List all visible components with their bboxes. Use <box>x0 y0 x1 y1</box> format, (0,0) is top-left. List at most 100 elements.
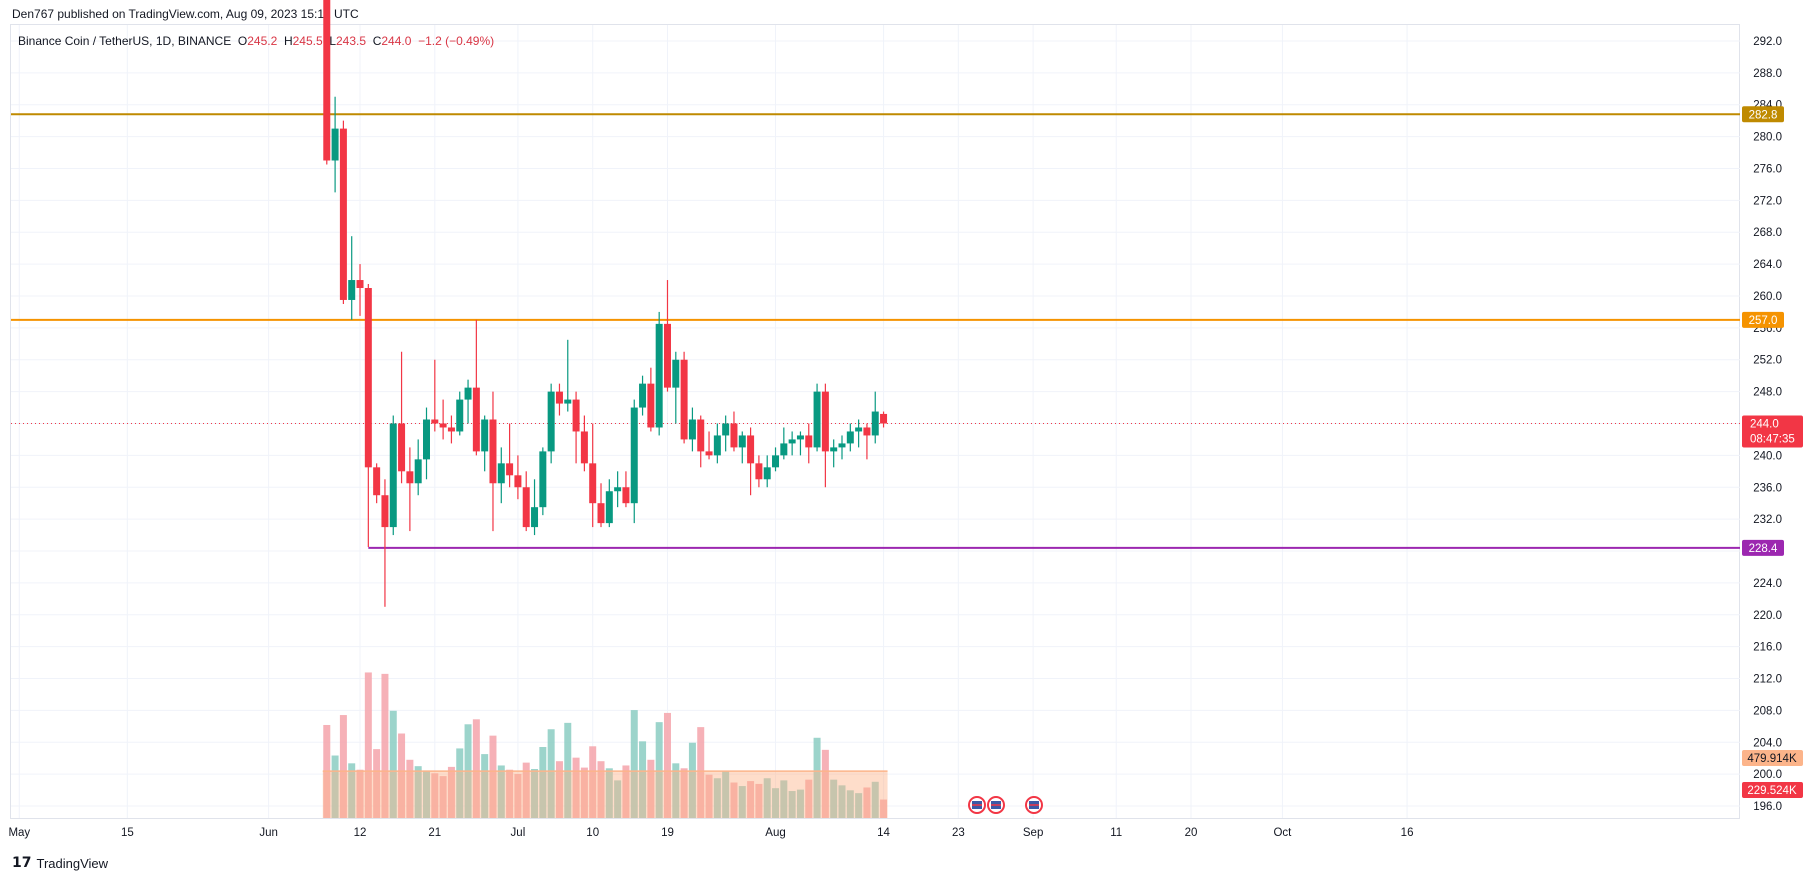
volume-bar <box>373 749 381 818</box>
candle-body <box>389 423 397 528</box>
candle-body <box>830 447 838 452</box>
candle-body <box>672 359 680 388</box>
event-markers <box>968 796 1043 814</box>
price-tick-label: 204.0 <box>1753 737 1782 749</box>
volume-bar <box>555 761 563 818</box>
volume-bar <box>539 747 547 818</box>
candle-body <box>796 435 804 440</box>
candle-body <box>713 435 721 456</box>
volume-bar <box>414 766 422 818</box>
candle-body <box>447 427 455 432</box>
tradingview-brand[interactable]: 17 TradingView <box>12 855 108 871</box>
time-tick-label: 21 <box>428 827 441 839</box>
volume-bar <box>747 781 755 818</box>
time-tick-label: 10 <box>586 827 599 839</box>
candle-body <box>464 387 472 400</box>
candle-body <box>589 463 597 504</box>
price-tick-label: 268.0 <box>1753 227 1782 239</box>
price-tick-label: 236.0 <box>1753 482 1782 494</box>
candle-body <box>871 411 879 436</box>
volume-bar <box>863 787 871 818</box>
candle-body <box>788 439 796 444</box>
candle-body <box>663 323 671 388</box>
grid <box>11 25 1740 818</box>
candle-body <box>348 280 356 300</box>
time-tick-label: Jun <box>259 827 278 839</box>
open-value: 245.2 <box>247 34 278 48</box>
volume-bar <box>431 773 439 818</box>
candle-body <box>755 463 763 480</box>
volume-bar <box>788 791 796 818</box>
symbol-legend: Binance Coin / TetherUS, 1D, BINANCE O24… <box>18 34 494 48</box>
time-tick-label: 12 <box>354 827 367 839</box>
price-tick-label: 216.0 <box>1753 642 1782 654</box>
time-tick-label: 20 <box>1185 827 1198 839</box>
candle-body <box>381 495 389 528</box>
chart-frame <box>10 24 1740 819</box>
volume-bar <box>880 799 888 818</box>
level-badge-label: 282.8 <box>1749 109 1778 121</box>
candle-body <box>456 399 464 432</box>
price-tick-label: 276.0 <box>1753 163 1782 175</box>
candle-body <box>614 487 622 492</box>
volume-bar <box>738 786 746 818</box>
volume-bar <box>763 778 771 818</box>
volume-bar <box>381 673 389 818</box>
candle-body <box>431 419 439 424</box>
candle-body <box>323 0 331 161</box>
candle-body <box>522 487 530 528</box>
volume-bar <box>605 768 613 818</box>
volume-bar <box>838 785 846 818</box>
volume-bar <box>547 729 555 818</box>
candle-body <box>805 435 813 448</box>
candle-body <box>489 419 497 484</box>
candle-body <box>622 487 630 504</box>
volume-bar <box>472 719 480 818</box>
candle-body <box>373 467 381 496</box>
candle-body <box>846 431 854 444</box>
volume-badge-label: 479.914K <box>1747 753 1797 765</box>
time-tick-label: 11 <box>1110 827 1122 839</box>
volume-ma-fill <box>322 771 888 818</box>
volume-bar <box>614 780 622 818</box>
volume-bar <box>497 765 505 818</box>
price-tick-label: 280.0 <box>1753 132 1782 144</box>
volume-bar <box>639 741 647 818</box>
candle-body <box>472 387 480 452</box>
candle-body <box>572 399 580 432</box>
candle-body <box>763 467 771 480</box>
price-tick-label: 260.0 <box>1753 291 1782 303</box>
candle-body <box>863 427 871 436</box>
candle-body <box>747 435 755 464</box>
candle-body <box>497 463 505 484</box>
close-value: 244.0 <box>381 34 412 48</box>
level-badge <box>1742 311 1784 328</box>
volume-bar <box>821 749 829 818</box>
candle-body <box>639 383 647 408</box>
candle-body <box>506 463 514 476</box>
volume-bar <box>331 755 339 818</box>
tradingview-logo-icon: 17 <box>12 855 32 871</box>
level-badge-label: 228.4 <box>1749 543 1778 555</box>
volume-bar <box>697 727 705 818</box>
volume-bar <box>796 789 804 818</box>
candle-body <box>514 475 522 488</box>
level-badge <box>1742 106 1784 123</box>
volume-bar <box>622 765 630 818</box>
time-tick-label: 23 <box>952 827 965 839</box>
price-tick-label: 212.0 <box>1753 674 1782 686</box>
time-tick-label: 14 <box>877 827 890 839</box>
volume-bar <box>348 763 356 818</box>
time-axis: May 15 Jun 12 21 Jul 10 19 Aug 14 23 Sep 11 20 Oct 16 <box>8 827 1413 839</box>
open-label: O <box>237 34 248 48</box>
volume-bar <box>364 672 372 818</box>
countdown-label: 08:47:35 <box>1750 433 1795 445</box>
price-tick-label: 292.0 <box>1753 36 1782 48</box>
volume-bar <box>506 769 514 818</box>
volume-bar <box>855 793 863 818</box>
high-label: H <box>283 34 293 48</box>
volume-bar <box>630 710 638 818</box>
price-tick-label: 252.0 <box>1753 355 1782 367</box>
time-tick-label: 15 <box>121 827 134 839</box>
